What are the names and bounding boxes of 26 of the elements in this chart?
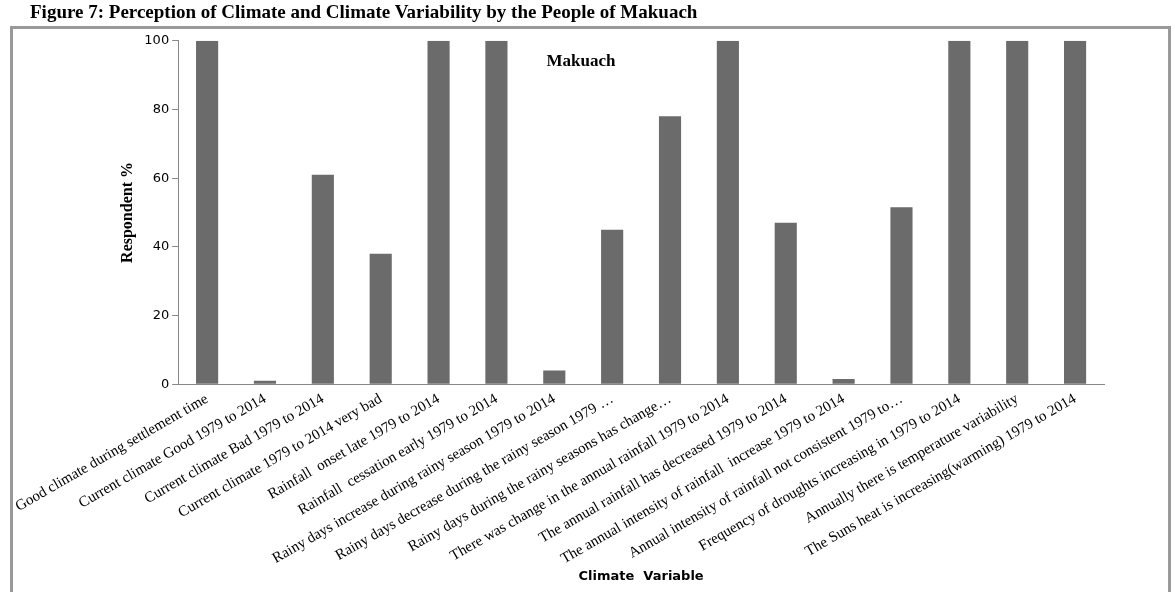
y-tick-label: 80 [152, 100, 170, 116]
bar [196, 40, 219, 384]
y-tick-label: 20 [152, 306, 170, 322]
bar [774, 222, 797, 384]
bar [543, 370, 566, 384]
bar [485, 40, 508, 384]
bar [1064, 40, 1087, 384]
bar [369, 253, 392, 384]
bar [716, 40, 739, 384]
y-axis-title: Respondent % [117, 162, 136, 263]
bar [427, 40, 450, 384]
bar [658, 116, 682, 384]
y-tick-label: 0 [160, 375, 170, 391]
text: Makuach [546, 50, 616, 70]
bar [601, 229, 624, 384]
y-tick-label: 40 [152, 238, 170, 254]
bar [832, 379, 855, 384]
bar [311, 174, 334, 384]
bar [948, 40, 971, 384]
y-tick-label: 100 [144, 32, 170, 48]
bar [253, 380, 277, 384]
bar [1006, 40, 1029, 384]
x-axis-title: Climate Variable [578, 567, 704, 583]
y-tick-label: 60 [152, 169, 170, 185]
bar [890, 207, 913, 384]
caption: Figure 7: Perception of Climate and Climate Variability by the People of Makuach [30, 0, 699, 24]
